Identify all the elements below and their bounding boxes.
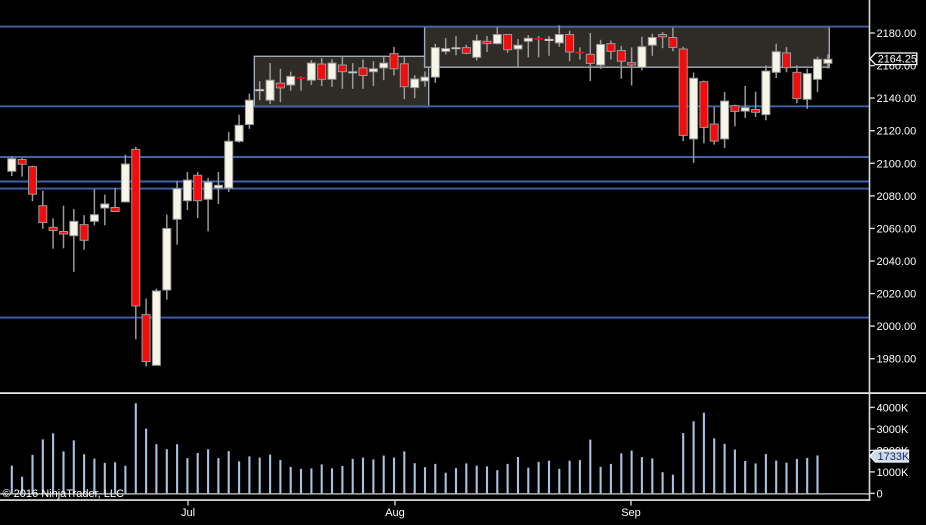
- svg-text:Sep: Sep: [621, 507, 641, 519]
- svg-text:Jul: Jul: [181, 507, 195, 519]
- svg-text:0: 0: [877, 488, 883, 500]
- svg-text:2060.00: 2060.00: [877, 223, 917, 235]
- svg-text:2000.00: 2000.00: [877, 321, 917, 333]
- svg-text:© 2016 NinjaTrader, LLC: © 2016 NinjaTrader, LLC: [3, 488, 124, 500]
- svg-text:2020.00: 2020.00: [877, 289, 917, 301]
- svg-text:2100.00: 2100.00: [877, 158, 917, 170]
- svg-text:2180.00: 2180.00: [877, 28, 917, 40]
- svg-text:2040.00: 2040.00: [877, 256, 917, 268]
- svg-text:4000K: 4000K: [877, 402, 909, 414]
- svg-text:1733K: 1733K: [878, 451, 910, 463]
- svg-text:1980.00: 1980.00: [877, 354, 917, 366]
- svg-text:3000K: 3000K: [877, 424, 909, 436]
- svg-text:2140.00: 2140.00: [877, 93, 917, 105]
- svg-text:2120.00: 2120.00: [877, 126, 917, 138]
- svg-text:2164.25: 2164.25: [878, 54, 917, 66]
- svg-text:1000K: 1000K: [877, 467, 909, 479]
- svg-text:Aug: Aug: [385, 507, 405, 519]
- svg-text:2080.00: 2080.00: [877, 191, 917, 203]
